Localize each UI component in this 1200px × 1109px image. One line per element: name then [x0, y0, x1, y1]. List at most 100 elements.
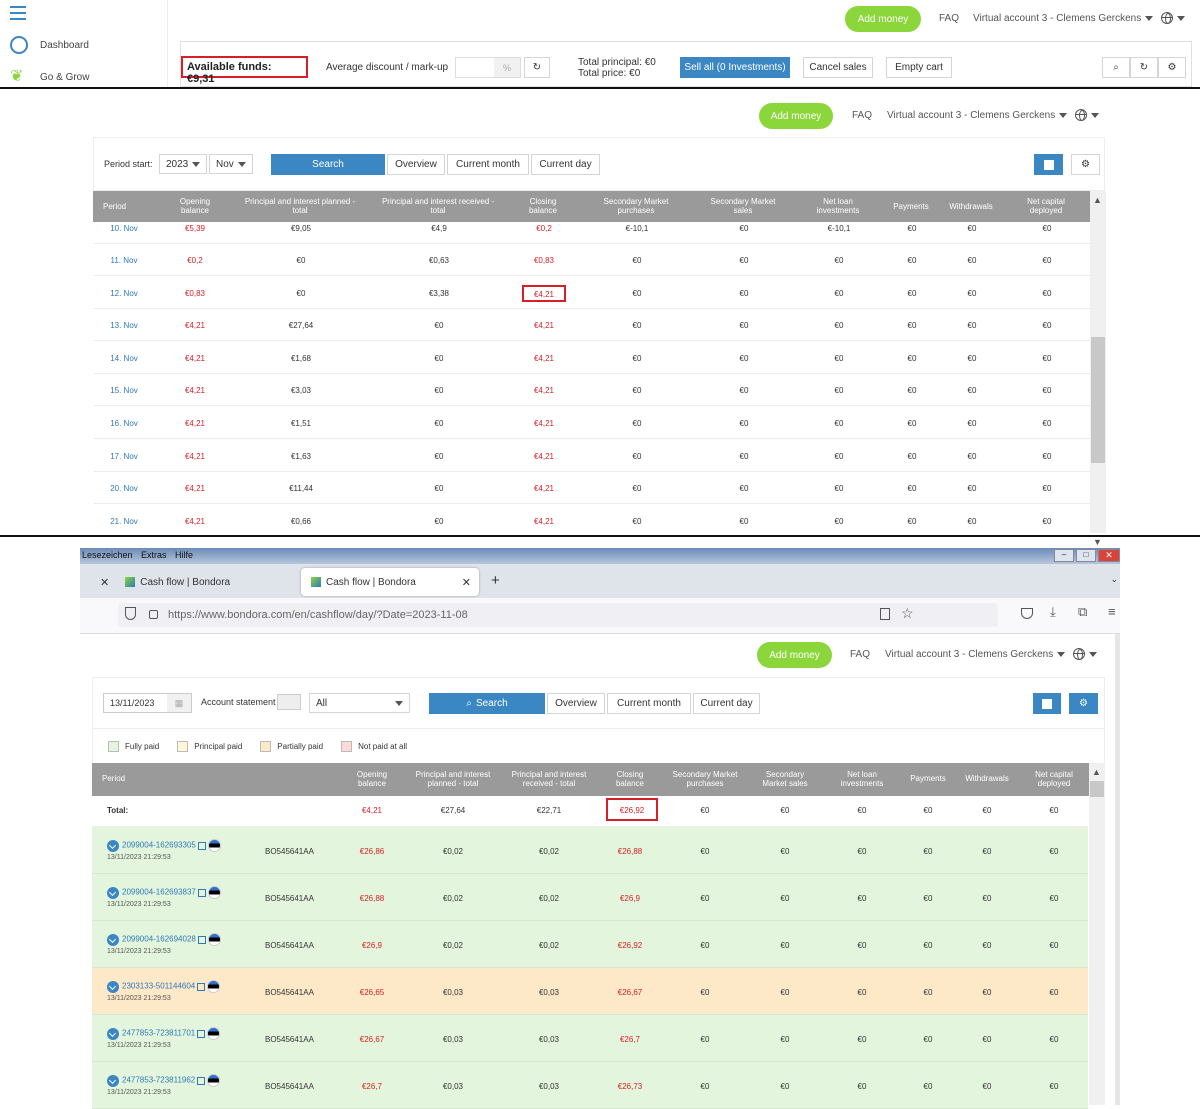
settings-button[interactable]: ⚙: [1069, 693, 1098, 714]
sidebar-item-go-grow[interactable]: ❦ Go & Grow: [10, 67, 89, 87]
search-button[interactable]: ⌕: [1102, 57, 1130, 78]
tab-cashflow-2[interactable]: Cash flow | Bondora ✕: [301, 568, 479, 596]
close-tab-icon[interactable]: ✕: [100, 576, 110, 589]
period-link[interactable]: 11. Nov: [110, 256, 138, 265]
menu-item-extras[interactable]: Extras: [141, 550, 167, 560]
expand-icon[interactable]: [107, 886, 119, 899]
year-select[interactable]: 2023: [159, 154, 207, 174]
loan-id-link[interactable]: 2477853-723811701: [122, 1028, 196, 1038]
expand-icon[interactable]: [107, 1027, 119, 1040]
scroll-up-icon[interactable]: ▲: [1092, 767, 1101, 777]
overview-button[interactable]: Overview: [547, 693, 605, 714]
external-link-icon[interactable]: [197, 1029, 206, 1038]
settings-button[interactable]: ⚙: [1071, 154, 1100, 175]
external-link-icon[interactable]: [197, 888, 206, 897]
period-link[interactable]: 15. Nov: [110, 386, 138, 395]
cancel-sales-button[interactable]: Cancel sales: [803, 57, 873, 78]
expand-icon[interactable]: [107, 1074, 119, 1087]
extensions-icon[interactable]: ⧉: [1078, 604, 1088, 619]
faq-link[interactable]: FAQ: [852, 110, 873, 121]
period-link[interactable]: 21. Nov: [110, 517, 138, 526]
period-link[interactable]: 17. Nov: [110, 452, 138, 461]
expand-icon[interactable]: [107, 839, 119, 852]
maximize-icon[interactable]: □: [1076, 549, 1096, 562]
current-month-button[interactable]: Current month: [607, 693, 691, 714]
month-select[interactable]: Nov: [209, 154, 253, 174]
pocket-icon[interactable]: [1021, 608, 1033, 619]
table-cell: €0: [834, 289, 844, 298]
period-link[interactable]: 14. Nov: [110, 354, 138, 363]
menu-icon[interactable]: ≡: [1108, 604, 1116, 619]
address-bar[interactable]: https://www.bondora.com/en/cashflow/day/…: [118, 603, 998, 627]
add-money-button[interactable]: Add money: [759, 103, 833, 129]
filter-select[interactable]: All: [309, 693, 410, 713]
excel-export-button[interactable]: [1034, 154, 1063, 175]
language-selector[interactable]: [1073, 648, 1097, 660]
globe-icon: [1161, 12, 1173, 24]
faq-link[interactable]: FAQ: [939, 13, 960, 24]
page-scrollbar[interactable]: [1115, 634, 1120, 1105]
scroll-down-icon[interactable]: ▼: [1093, 537, 1102, 547]
add-money-button[interactable]: Add money: [757, 642, 832, 668]
period-link[interactable]: 13. Nov: [110, 321, 138, 330]
sell-all-button[interactable]: Sell all (0 Investments): [680, 57, 790, 78]
overview-button[interactable]: Overview: [387, 154, 445, 175]
download-icon[interactable]: ⤓: [1050, 604, 1056, 619]
refresh-button[interactable]: ↻: [524, 57, 550, 78]
loan-id-link[interactable]: 2099004-162693837: [122, 887, 196, 897]
current-month-button[interactable]: Current month: [447, 154, 529, 175]
new-tab-icon[interactable]: +: [491, 572, 500, 589]
external-link-icon[interactable]: [197, 982, 206, 991]
close-icon[interactable]: ✕: [1098, 549, 1120, 562]
account-selector[interactable]: Virtual account 3 - Clemens Gerckens: [885, 649, 1066, 660]
period-link[interactable]: 10. Nov: [110, 224, 138, 233]
hamburger-icon[interactable]: [10, 6, 26, 20]
loan-id-link[interactable]: 2099004-162694028: [122, 934, 196, 944]
minimize-icon[interactable]: –: [1054, 549, 1074, 562]
tab-cashflow-1[interactable]: ✕ Cash flow | Bondora ✕: [100, 568, 310, 596]
settings-button[interactable]: ⚙: [1158, 57, 1186, 78]
refresh-button[interactable]: ↻: [1130, 57, 1158, 78]
loan-id-link[interactable]: 2477853-723811962: [122, 1075, 196, 1085]
bookmark-star-icon[interactable]: ☆: [901, 605, 914, 621]
external-link-icon[interactable]: [197, 1076, 206, 1085]
scroll-up-icon[interactable]: ▲: [1093, 195, 1102, 205]
empty-cart-button[interactable]: Empty cart: [886, 57, 952, 78]
close-tab-icon[interactable]: ✕: [461, 576, 471, 589]
lock-icon[interactable]: [149, 610, 158, 619]
faq-link[interactable]: FAQ: [850, 649, 871, 660]
scrollbar[interactable]: ▲: [1089, 763, 1105, 1105]
shield-icon[interactable]: [125, 607, 136, 620]
search-button[interactable]: Search: [271, 154, 385, 175]
menu-item-bookmarks[interactable]: Lesezeichen: [82, 550, 133, 560]
language-selector[interactable]: [1161, 12, 1185, 24]
menu-item-help[interactable]: Hilfe: [175, 550, 194, 560]
current-day-button[interactable]: Current day: [693, 693, 760, 714]
period-link[interactable]: 20. Nov: [110, 484, 138, 493]
scroll-thumb[interactable]: [1090, 781, 1104, 797]
reader-view-icon[interactable]: [880, 608, 890, 620]
period-link[interactable]: 16. Nov: [110, 419, 138, 428]
current-day-button[interactable]: Current day: [531, 154, 600, 175]
period-link[interactable]: 12. Nov: [110, 289, 138, 298]
external-link-icon[interactable]: [197, 841, 206, 850]
account-statement-toggle[interactable]: [277, 694, 301, 710]
account-selector[interactable]: Virtual account 3 - Clemens Gerckens: [887, 110, 1068, 121]
excel-export-button[interactable]: [1033, 693, 1061, 714]
expand-icon[interactable]: [107, 980, 119, 993]
loan-id-link[interactable]: 2303133-501144604: [122, 981, 196, 991]
account-selector[interactable]: Virtual account 3 - Clemens Gerckens: [973, 13, 1154, 24]
search-button[interactable]: ⌕ Search: [429, 693, 545, 714]
calendar-icon[interactable]: ▦: [167, 694, 191, 712]
add-money-button[interactable]: Add money: [845, 6, 921, 32]
language-selector[interactable]: [1075, 109, 1099, 121]
external-link-icon[interactable]: [197, 935, 206, 944]
tab-list-icon[interactable]: ⌄: [1110, 574, 1118, 584]
scroll-thumb[interactable]: [1091, 337, 1105, 463]
scrollbar[interactable]: ▲: [1090, 191, 1106, 533]
date-field[interactable]: 13/11/2023 ▦: [103, 693, 192, 713]
expand-icon[interactable]: [107, 933, 119, 946]
discount-input[interactable]: %: [455, 57, 521, 78]
loan-id-link[interactable]: 2099004-162693305: [122, 840, 196, 850]
sidebar-item-dashboard[interactable]: Dashboard: [10, 35, 89, 55]
